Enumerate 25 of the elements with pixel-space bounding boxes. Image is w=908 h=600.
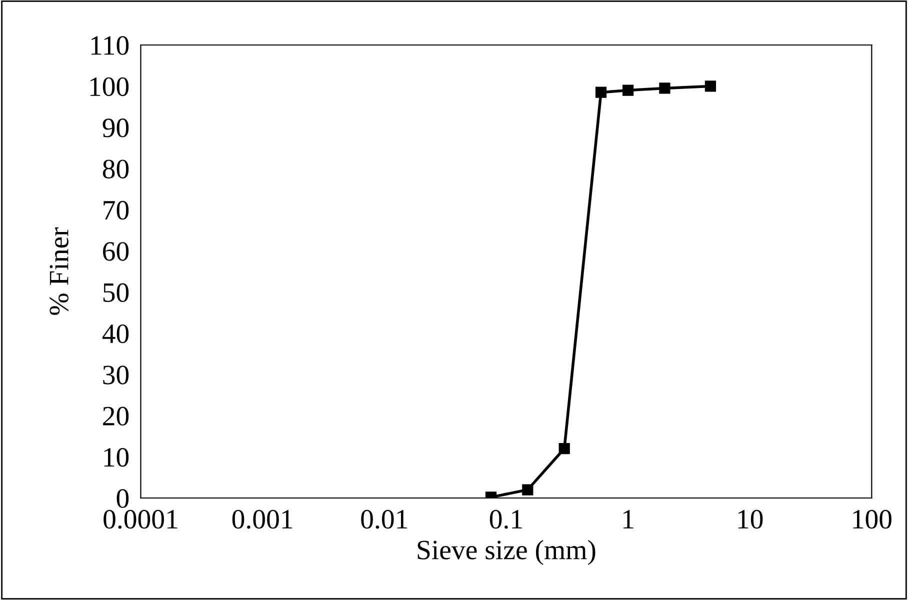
y-tick-label: 30	[103, 366, 129, 384]
x-tick-label: 100	[853, 510, 892, 529]
y-tick-label: 70	[104, 200, 129, 220]
y-tick-label: 10	[104, 448, 129, 467]
point	[522, 484, 534, 496]
x-tick-label: 10	[738, 510, 763, 529]
x-tick-label: 1	[624, 510, 634, 528]
point	[595, 86, 607, 98]
y-tick-label: 110	[91, 36, 129, 55]
y-tick-label: 20	[103, 406, 129, 426]
y-axis-title: % Finer	[50, 227, 69, 315]
y-tick-label: 60	[103, 242, 129, 261]
y-tick-label: 90	[102, 118, 129, 138]
x-tick-label: 0.01	[361, 510, 408, 529]
y-tick-label: 100	[90, 77, 129, 96]
y-tick-label: 80	[102, 160, 129, 178]
x-axis-title: Sieve size (mm)	[418, 540, 596, 566]
y-tick-label: 40	[102, 324, 129, 344]
point	[704, 80, 716, 92]
x-tick-label: 0.0001	[104, 510, 178, 529]
point	[558, 443, 570, 454]
y-tick-label: 0	[116, 489, 129, 508]
x-tick-label: 0.001	[232, 510, 292, 529]
y-tick-label: 50	[103, 283, 129, 302]
x-tick-label: 0.1	[490, 510, 522, 529]
